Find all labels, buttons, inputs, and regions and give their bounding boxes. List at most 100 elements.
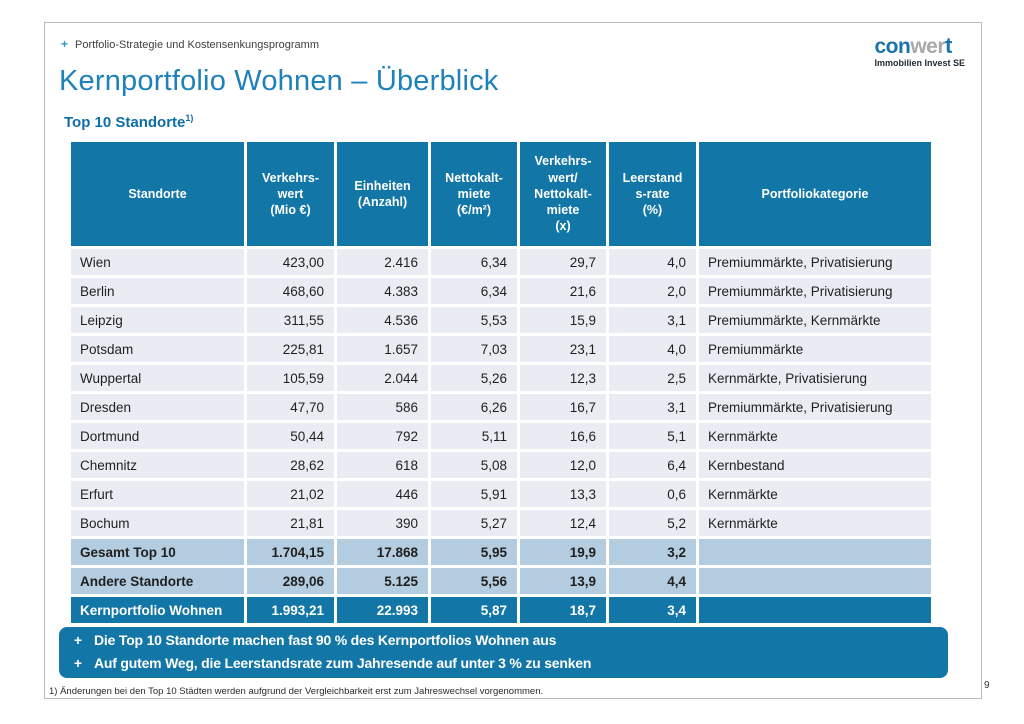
value-cell: 5.125 <box>337 568 428 594</box>
value-cell: 390 <box>337 510 428 536</box>
column-header: Standorte <box>71 142 244 246</box>
value-cell: 47,70 <box>247 394 334 420</box>
portfolio-category-cell: Premiummärkte, Privatisierung <box>699 394 931 420</box>
column-header: Verkehrs- wert/ Nettokalt- miete (x) <box>520 142 606 246</box>
row-label: Andere Standorte <box>71 568 244 594</box>
value-cell: 5,95 <box>431 539 517 565</box>
value-cell: 17.868 <box>337 539 428 565</box>
portfolio-category-cell: Kernmärkte <box>699 423 931 449</box>
value-cell: 7,03 <box>431 336 517 362</box>
portfolio-category-cell <box>699 568 931 594</box>
value-cell: 792 <box>337 423 428 449</box>
column-header: Portfoliokategorie <box>699 142 931 246</box>
value-cell: 12,0 <box>520 452 606 478</box>
value-cell: 3,4 <box>609 597 696 623</box>
logo-tagline: Immobilien Invest SE <box>874 58 965 68</box>
value-cell: 586 <box>337 394 428 420</box>
value-cell: 19,9 <box>520 539 606 565</box>
value-cell: 423,00 <box>247 249 334 275</box>
value-cell: 311,55 <box>247 307 334 333</box>
value-cell: 6,34 <box>431 278 517 304</box>
value-cell: 468,60 <box>247 278 334 304</box>
value-cell: 5,56 <box>431 568 517 594</box>
plus-bullet-icon: + <box>73 632 83 648</box>
portfolio-category-cell: Kernmärkte <box>699 510 931 536</box>
value-cell: 2.416 <box>337 249 428 275</box>
portfolio-category-cell: Premiummärkte, Privatisierung <box>699 278 931 304</box>
value-cell: 21,81 <box>247 510 334 536</box>
value-cell: 12,4 <box>520 510 606 536</box>
value-cell: 0,6 <box>609 481 696 507</box>
value-cell: 4,0 <box>609 249 696 275</box>
row-label: Berlin <box>71 278 244 304</box>
slide-frame: + Portfolio-Strategie und Kostensenkungs… <box>44 22 982 699</box>
value-cell: 5,2 <box>609 510 696 536</box>
row-label: Chemnitz <box>71 452 244 478</box>
value-cell: 1.657 <box>337 336 428 362</box>
value-cell: 3,1 <box>609 394 696 420</box>
value-cell: 289,06 <box>247 568 334 594</box>
value-cell: 21,02 <box>247 481 334 507</box>
value-cell: 3,1 <box>609 307 696 333</box>
column-header: Verkehrs- wert (Mio €) <box>247 142 334 246</box>
row-label: Potsdam <box>71 336 244 362</box>
top10-standorte-table: Standorte Verkehrs- wert (Mio €) Einheiten… <box>71 142 931 623</box>
value-cell: 23,1 <box>520 336 606 362</box>
value-cell: 446 <box>337 481 428 507</box>
value-cell: 5,26 <box>431 365 517 391</box>
row-label: Kernportfolio Wohnen <box>71 597 244 623</box>
portfolio-category-cell: Kernbestand <box>699 452 931 478</box>
value-cell: 5,11 <box>431 423 517 449</box>
logo-wordmark: conwert <box>874 35 965 58</box>
value-cell: 5,53 <box>431 307 517 333</box>
portfolio-category-cell: Kernmärkte, Privatisierung <box>699 365 931 391</box>
row-label: Gesamt Top 10 <box>71 539 244 565</box>
portfolio-category-cell: Premiummärkte, Kernmärkte <box>699 307 931 333</box>
value-cell: 2.044 <box>337 365 428 391</box>
breadcrumb: + Portfolio-Strategie und Kostensenkungs… <box>61 37 319 51</box>
column-header: Einheiten (Anzahl) <box>337 142 428 246</box>
value-cell: 3,2 <box>609 539 696 565</box>
footnote: 1) Änderungen bei den Top 10 Städten wer… <box>49 686 544 697</box>
value-cell: 4,4 <box>609 568 696 594</box>
value-cell: 5,27 <box>431 510 517 536</box>
value-cell: 5,1 <box>609 423 696 449</box>
value-cell: 2,5 <box>609 365 696 391</box>
value-cell: 22.993 <box>337 597 428 623</box>
value-cell: 1.993,21 <box>247 597 334 623</box>
row-label: Bochum <box>71 510 244 536</box>
portfolio-category-cell: Premiummärkte, Privatisierung <box>699 249 931 275</box>
value-cell: 16,6 <box>520 423 606 449</box>
key-messages-box: + Die Top 10 Standorte machen fast 90 % d… <box>59 627 948 678</box>
value-cell: 4,0 <box>609 336 696 362</box>
row-label: Wien <box>71 249 244 275</box>
footnote-marker: 1) <box>185 113 194 123</box>
key-message-text: Auf gutem Weg, die Leerstandsrate zum Ja… <box>94 655 592 671</box>
table-title: Top 10 Standorte1) <box>64 113 193 131</box>
row-label: Leipzig <box>71 307 244 333</box>
row-label: Erfurt <box>71 481 244 507</box>
value-cell: 13,9 <box>520 568 606 594</box>
portfolio-category-cell <box>699 539 931 565</box>
value-cell: 618 <box>337 452 428 478</box>
logo-part-con: con <box>874 35 911 58</box>
portfolio-category-cell: Premiummärkte <box>699 336 931 362</box>
row-label: Dortmund <box>71 423 244 449</box>
value-cell: 29,7 <box>520 249 606 275</box>
key-message: + Auf gutem Weg, die Leerstandsrate zum J… <box>71 655 948 678</box>
value-cell: 6,4 <box>609 452 696 478</box>
value-cell: 6,34 <box>431 249 517 275</box>
column-header: Nettokalt- miete (€/m²) <box>431 142 517 246</box>
page-number: 9 <box>984 680 990 691</box>
value-cell: 13,3 <box>520 481 606 507</box>
value-cell: 225,81 <box>247 336 334 362</box>
value-cell: 5,87 <box>431 597 517 623</box>
value-cell: 5,91 <box>431 481 517 507</box>
row-label: Wuppertal <box>71 365 244 391</box>
value-cell: 12,3 <box>520 365 606 391</box>
value-cell: 2,0 <box>609 278 696 304</box>
logo-part-wer: wer <box>910 35 945 58</box>
row-label: Dresden <box>71 394 244 420</box>
value-cell: 16,7 <box>520 394 606 420</box>
